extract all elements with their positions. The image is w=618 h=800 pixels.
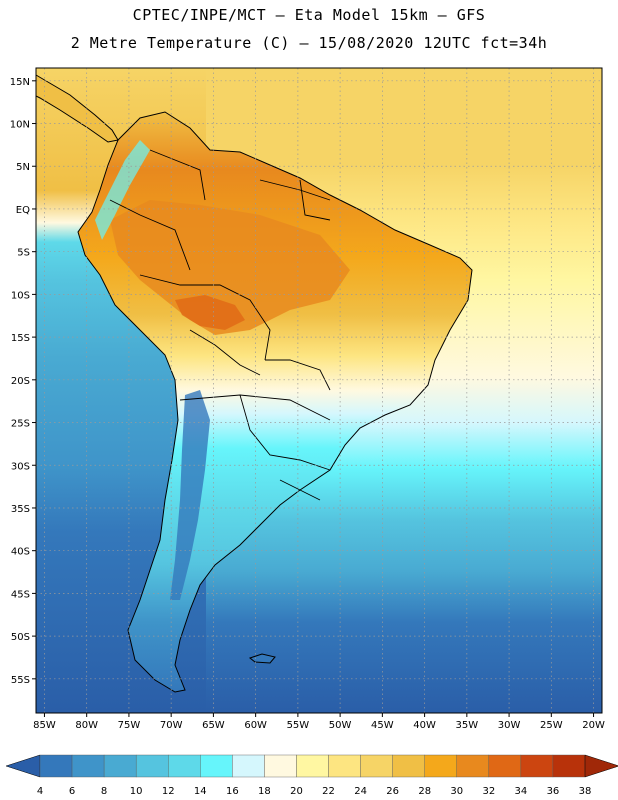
lat-tick-label: 10S bbox=[11, 290, 30, 301]
colorbar-label: 12 bbox=[162, 786, 175, 797]
colorbar-label: 10 bbox=[130, 786, 143, 797]
lat-tick-label: 15N bbox=[10, 77, 30, 88]
colorbar-label: 36 bbox=[547, 786, 560, 797]
latitude-labels: 15N 10N 5N EQ 5S 10S 15S 20S 25S 30S 35S 40S 45S 50S 5… bbox=[10, 77, 30, 686]
colorbar-box bbox=[328, 754, 361, 778]
colorbar-box bbox=[103, 754, 137, 778]
lat-tick-label: 55S bbox=[11, 675, 30, 686]
colorbar-box bbox=[424, 754, 457, 778]
lon-tick-label: 20W bbox=[582, 720, 605, 731]
northern-andes bbox=[95, 140, 150, 240]
lat-tick-label: 10N bbox=[10, 120, 30, 131]
falkland-islands bbox=[248, 653, 276, 664]
colorbar-box bbox=[135, 754, 169, 778]
lat-tick-label: 20S bbox=[11, 376, 30, 387]
colorbar-box bbox=[552, 754, 586, 778]
lon-tick-label: 40W bbox=[413, 720, 436, 731]
colorbar-label: 30 bbox=[450, 786, 463, 797]
colorbar-label: 32 bbox=[482, 786, 495, 797]
colorbar-label: 14 bbox=[194, 786, 207, 797]
map-frame bbox=[35, 67, 603, 714]
lon-tick-label: 35W bbox=[456, 720, 479, 731]
hot-region bbox=[110, 200, 350, 335]
lon-tick-label: 85W bbox=[33, 720, 56, 731]
lat-tick-label: 35S bbox=[11, 504, 30, 515]
lon-tick-label: 70W bbox=[160, 720, 183, 731]
graticule bbox=[32, 68, 602, 717]
colorbar-label: 6 bbox=[69, 786, 75, 797]
colorbar-labels: 4 6 8 10 12 14 16 18 20 22 24 26 28 30 32 34 36 38 bbox=[37, 786, 592, 797]
colorbar-box bbox=[264, 754, 297, 778]
lat-tick-label: 15S bbox=[11, 333, 30, 344]
colorbar-label: 24 bbox=[354, 786, 367, 797]
map-title: CPTEC/INPE/MCT – Eta Model 15km – GFS bbox=[132, 6, 486, 24]
lat-tick-label: 25S bbox=[11, 419, 30, 430]
hottest-region bbox=[175, 295, 245, 330]
colorbar-box bbox=[168, 754, 201, 778]
colorbar-box bbox=[360, 754, 393, 778]
colorbar-label: 20 bbox=[290, 786, 303, 797]
colorbar-max-arrow bbox=[584, 754, 618, 778]
colorbar-label: 26 bbox=[386, 786, 399, 797]
colorbar-box bbox=[488, 754, 522, 778]
lat-tick-label: 50S bbox=[11, 632, 30, 643]
lon-tick-label: 30W bbox=[498, 720, 521, 731]
colorbar-box bbox=[456, 754, 490, 778]
colorbar-label: 8 bbox=[101, 786, 107, 797]
lon-tick-label: 65W bbox=[202, 720, 225, 731]
lon-tick-label: 55W bbox=[287, 720, 310, 731]
lat-tick-label: 45S bbox=[11, 589, 30, 600]
colorbar-label: 28 bbox=[418, 786, 431, 797]
colorbar-box bbox=[232, 754, 265, 778]
andes-cool-strip bbox=[170, 390, 210, 600]
colorbar-label: 34 bbox=[515, 786, 528, 797]
country-borders bbox=[109, 149, 331, 501]
colorbar-box bbox=[200, 754, 233, 778]
colorbar-label: 4 bbox=[37, 786, 43, 797]
central-america-land bbox=[35, 74, 119, 143]
colorbar-label: 38 bbox=[579, 786, 592, 797]
colorbar-label: 16 bbox=[226, 786, 239, 797]
colorbar-box bbox=[392, 754, 425, 778]
colorbar-label: 22 bbox=[322, 786, 335, 797]
lon-tick-label: 60W bbox=[244, 720, 267, 731]
lat-tick-label: 30S bbox=[11, 461, 30, 472]
colorbar-boxes bbox=[5, 754, 618, 778]
lon-tick-label: 80W bbox=[75, 720, 98, 731]
longitude-labels: 85W 80W 75W 70W 65W 60W 55W 50W 45W 40W 35W 30W 25W 2… bbox=[33, 720, 605, 731]
lat-tick-label: EQ bbox=[16, 205, 30, 216]
colorbar-box bbox=[71, 754, 105, 778]
colorbar-box bbox=[296, 754, 329, 778]
lon-tick-label: 45W bbox=[371, 720, 394, 731]
colorbar-box bbox=[39, 754, 73, 778]
colorbar-label: 18 bbox=[258, 786, 271, 797]
map-subtitle: 2 Metre Temperature (C) – 15/08/2020 12U… bbox=[70, 34, 548, 52]
lat-tick-label: 40S bbox=[11, 547, 30, 558]
lat-tick-label: 5N bbox=[16, 162, 30, 173]
lon-tick-label: 75W bbox=[118, 720, 141, 731]
lon-tick-label: 50W bbox=[329, 720, 352, 731]
colorbar-min-arrow bbox=[5, 754, 41, 778]
lat-tick-label: 5S bbox=[17, 248, 30, 259]
lon-tick-label: 25W bbox=[540, 720, 563, 731]
colorbar-box bbox=[520, 754, 554, 778]
